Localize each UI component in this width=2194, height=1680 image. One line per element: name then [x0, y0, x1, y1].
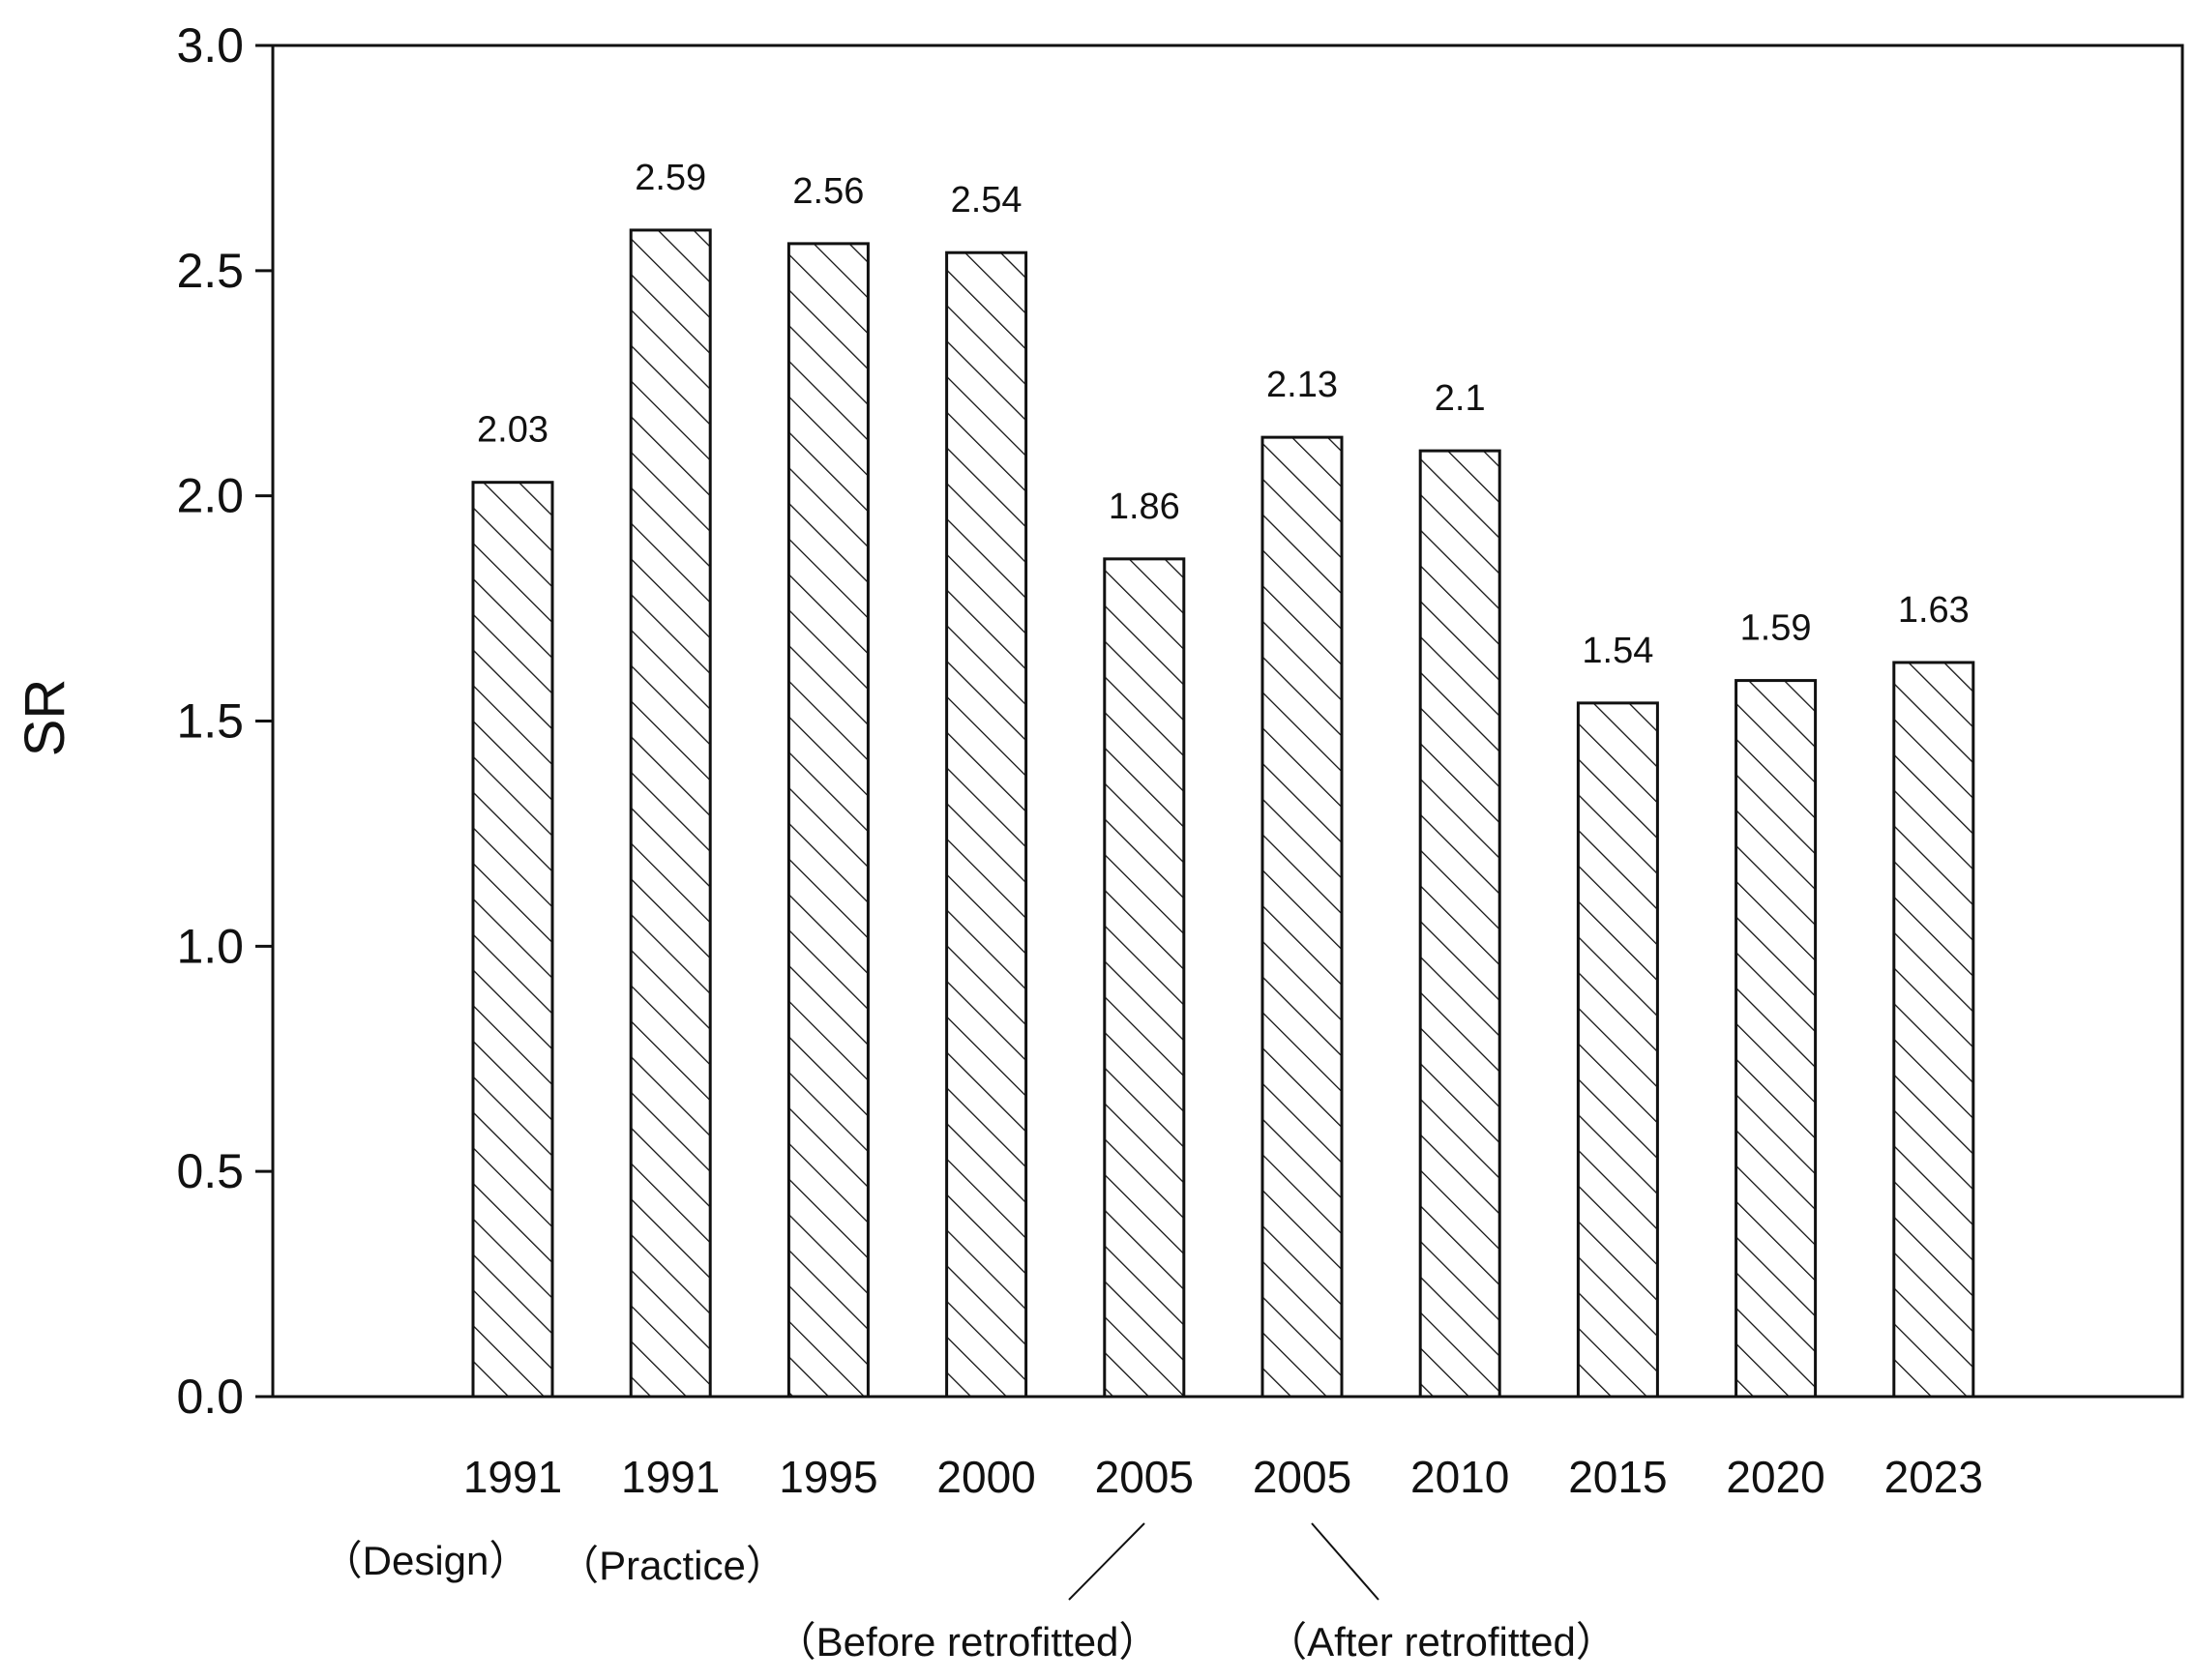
x-annotation-label: （After retrofitted）	[1266, 1619, 1616, 1665]
bar-value-label: 1.54	[1582, 631, 1653, 671]
plot-area: 0.0 0.5 1.0 1.5 2.0 2.5 3.0 2.03 1991 2.59 1991 2.5…	[176, 18, 2184, 1665]
annotation-leader-line	[1311, 1522, 1379, 1601]
bar	[629, 228, 712, 1399]
bar	[786, 242, 870, 1399]
bar	[1260, 435, 1344, 1399]
y-tick-label: 0.5	[176, 1144, 244, 1198]
x-category-label: 1991	[621, 1452, 720, 1502]
bar	[1892, 661, 1975, 1399]
bar-value-label: 1.86	[1109, 486, 1180, 527]
x-category-label: 1991	[463, 1452, 562, 1502]
bar-value-label: 2.03	[477, 410, 548, 451]
x-category-label: 2010	[1410, 1452, 1509, 1502]
y-tick-label: 2.0	[176, 469, 244, 523]
bar	[1734, 679, 1818, 1399]
y-tick-label: 1.0	[176, 919, 244, 973]
bar-value-label: 2.56	[792, 171, 864, 212]
x-annotation-label: （Before retrofitted）	[776, 1619, 1160, 1665]
bar	[1576, 701, 1659, 1399]
y-tick-label: 0.0	[176, 1370, 244, 1424]
y-axis-label: SR	[14, 679, 76, 757]
bar	[471, 481, 554, 1399]
bar-value-label: 1.59	[1740, 608, 1812, 649]
x-category-label: 1995	[779, 1452, 877, 1502]
y-tick-label: 3.0	[176, 18, 244, 73]
x-category-label: 2000	[936, 1452, 1035, 1502]
bar-value-label: 2.13	[1266, 365, 1338, 405]
x-annotation-label: （Practice）	[558, 1543, 786, 1588]
x-annotation-label: （Design）	[322, 1538, 530, 1583]
x-category-label: 2020	[1726, 1452, 1824, 1502]
x-category-label: 2005	[1095, 1452, 1194, 1502]
bar	[1418, 449, 1501, 1399]
bar-value-label: 2.54	[951, 180, 1023, 221]
y-tick-label: 1.5	[176, 694, 244, 749]
bar-value-label: 1.63	[1898, 590, 1970, 631]
bar-value-label: 2.59	[635, 158, 706, 198]
bar-value-label: 2.1	[1435, 378, 1486, 419]
x-category-label: 2015	[1568, 1452, 1667, 1502]
x-category-label: 2023	[1884, 1452, 1983, 1502]
annotation-leader-line	[1068, 1522, 1145, 1601]
y-tick-label: 2.5	[176, 244, 244, 298]
x-category-label: 2005	[1253, 1452, 1351, 1502]
bar	[945, 251, 1028, 1399]
bar	[1103, 557, 1186, 1399]
